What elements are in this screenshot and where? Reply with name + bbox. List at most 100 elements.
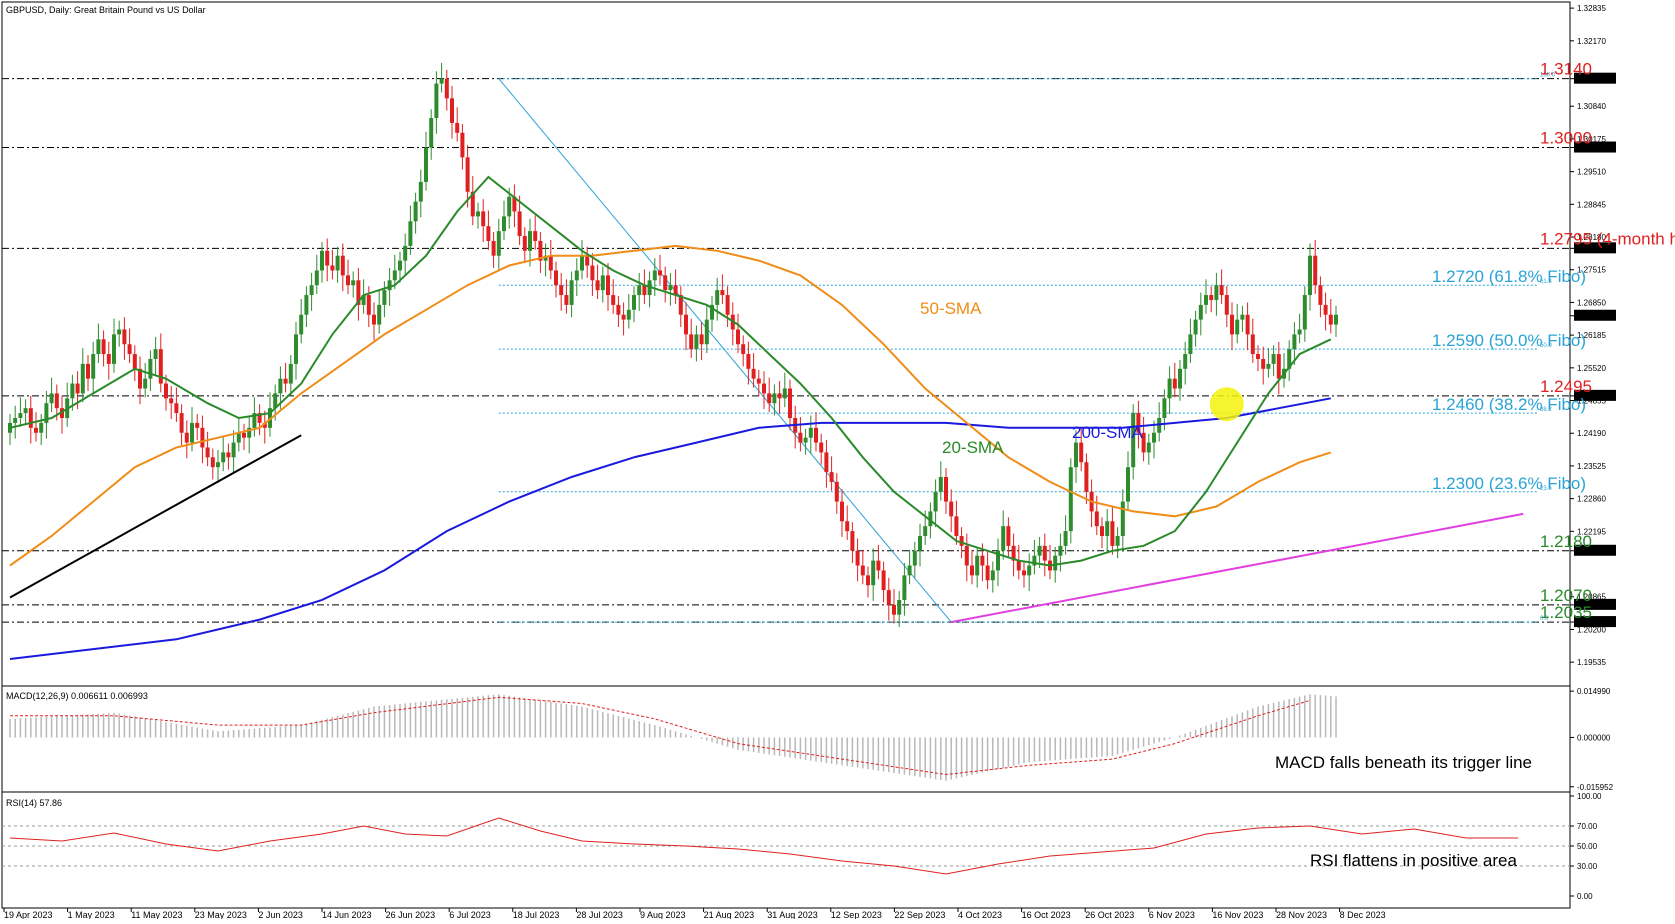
candle-body-172 [902, 575, 907, 600]
candle-body-111 [585, 255, 590, 266]
macd-annotation: MACD falls beneath its trigger line [1275, 753, 1532, 772]
candle-body-130 [684, 314, 688, 335]
candle-body-42 [226, 452, 231, 458]
candle-body-227 [1188, 334, 1193, 355]
candle-body-161 [845, 521, 850, 532]
candle-body-177 [928, 511, 933, 527]
candle-body-159 [834, 481, 839, 502]
price-tick-label-1: 1.32170 [1577, 37, 1606, 46]
date-label-2: 11 May 2023 [131, 910, 182, 919]
candle-body-143 [751, 368, 756, 379]
sma50-line [9, 244, 1332, 567]
candle-body-162 [850, 531, 855, 551]
candle-body-29 [158, 349, 163, 384]
macd-tick-label-0: 0.014990 [1577, 687, 1611, 696]
candle-body-6 [39, 422, 44, 433]
crossover-highlight [1209, 387, 1244, 422]
candle-body-232 [1214, 285, 1219, 300]
candle-body-233 [1219, 285, 1224, 296]
candle-body-89 [470, 191, 475, 217]
candle-body-210 [1100, 526, 1104, 537]
candle-body-153 [803, 437, 808, 443]
candle-body-18 [101, 339, 106, 355]
candle-body-252 [1318, 285, 1323, 305]
candle-body-39 [210, 457, 215, 468]
price-tick-label-0: 1.32835 [1577, 4, 1606, 13]
candle-body-201 [1053, 555, 1058, 571]
price-tick-box-21 [1574, 544, 1616, 556]
candle-body-79 [418, 181, 423, 202]
candle-body-147 [772, 393, 777, 404]
candle-body-142 [746, 354, 751, 369]
candle-body-248 [1297, 329, 1302, 335]
price-tick-label-21: 1.21800 [1577, 547, 1606, 556]
candle-body-22 [122, 329, 127, 345]
candle-body-249 [1302, 295, 1307, 330]
date-label-4: 2 Jun 2023 [258, 910, 303, 919]
candle-body-157 [824, 452, 829, 473]
candle-body-235 [1230, 314, 1234, 335]
candle-body-180 [944, 477, 948, 502]
macd-tick-label-1: 0.000000 [1577, 733, 1611, 742]
candle-body-196 [1027, 565, 1032, 576]
candle-body-237 [1240, 314, 1245, 320]
candle-body-75 [398, 260, 402, 271]
candle-body-222 [1162, 398, 1167, 418]
price-tick-box-5 [1574, 141, 1616, 153]
price-tick-label-13: 1.26185 [1577, 331, 1606, 340]
fibo-label-1: 1.2720 (61.8% Fibo) [1432, 267, 1586, 286]
rsi-tick-label-1: 70.00 [1577, 822, 1598, 831]
candle-body-213 [1115, 536, 1120, 546]
price-tick-label-2: 1.31400 [1577, 75, 1606, 84]
macd-signal-line [10, 696, 1311, 776]
candle-body-242 [1266, 363, 1271, 369]
candle-body-134 [704, 319, 709, 345]
date-label-11: 21 Aug 2023 [704, 910, 755, 919]
candle-body-224 [1172, 378, 1177, 389]
candle-body-220 [1152, 432, 1156, 443]
candle-body-17 [96, 339, 101, 355]
price-tick-label-18: 1.23525 [1577, 462, 1606, 471]
candle-body-54 [288, 363, 293, 384]
date-label-0: 19 Apr 2023 [4, 910, 53, 919]
sma200-line [9, 397, 1331, 660]
price-tick-label-24: 1.20350 [1577, 618, 1606, 627]
candle-body-33 [179, 413, 184, 433]
rsi-annotation: RSI flattens in positive area [1310, 851, 1517, 870]
candle-body-1 [13, 417, 18, 423]
candle-body-40 [216, 462, 220, 468]
rsi-tick-label-4: 0.00 [1577, 892, 1593, 901]
candle-body-31 [169, 398, 174, 404]
price-tick-label-22: 1.20865 [1577, 593, 1606, 602]
price-tick-label-5: 1.30000 [1577, 144, 1606, 153]
date-label-20: 28 Nov 2023 [1276, 910, 1327, 919]
date-label-8: 18 Jul 2023 [513, 910, 560, 919]
fibo-label-4: 1.2300 (23.6% Fibo) [1432, 474, 1586, 493]
candle-body-26 [143, 378, 148, 389]
candle-body-207 [1084, 462, 1089, 492]
candle-body-122 [642, 285, 647, 296]
candle-body-35 [190, 422, 194, 443]
candle-body-116 [611, 295, 616, 305]
candle-body-95 [502, 216, 506, 232]
price-tick-label-12: 1.26579 [1577, 312, 1606, 321]
candle-body-181 [949, 501, 954, 517]
candle-body-53 [283, 378, 288, 384]
candle-body-239 [1250, 334, 1255, 355]
candle-body-218 [1141, 432, 1146, 453]
candle-body-148 [777, 393, 782, 399]
price-tick-box-2 [1574, 72, 1616, 84]
candle-body-133 [699, 334, 704, 345]
candle-body-238 [1245, 314, 1250, 335]
candle-body-45 [242, 432, 246, 438]
candle-body-246 [1287, 349, 1292, 369]
price-tick-box-9 [1574, 242, 1616, 254]
price-tick-label-14: 1.25520 [1577, 364, 1606, 373]
candle-body-226 [1183, 354, 1188, 369]
candle-body-34 [184, 432, 189, 443]
candle-body-112 [590, 265, 595, 281]
candle-body-186 [975, 555, 980, 576]
date-label-5: 14 Jun 2023 [322, 910, 372, 919]
candle-body-189 [990, 570, 995, 581]
candle-body-73 [387, 280, 392, 291]
